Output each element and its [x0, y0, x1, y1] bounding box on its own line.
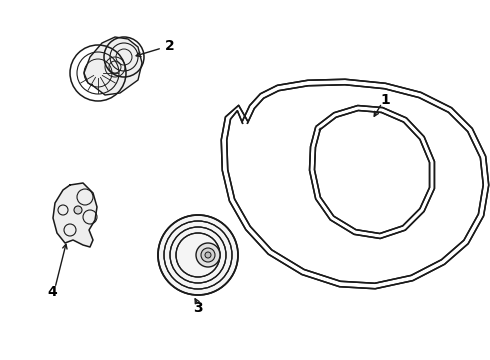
Text: 1: 1: [380, 93, 390, 107]
Circle shape: [196, 243, 220, 267]
Circle shape: [74, 206, 82, 214]
Text: 4: 4: [47, 285, 57, 299]
Polygon shape: [84, 37, 142, 95]
Polygon shape: [232, 95, 320, 272]
Polygon shape: [53, 183, 97, 247]
Polygon shape: [312, 108, 432, 236]
Circle shape: [205, 252, 211, 258]
Text: 3: 3: [193, 301, 203, 315]
Circle shape: [158, 215, 238, 295]
Text: 2: 2: [165, 39, 175, 53]
Circle shape: [201, 248, 215, 262]
